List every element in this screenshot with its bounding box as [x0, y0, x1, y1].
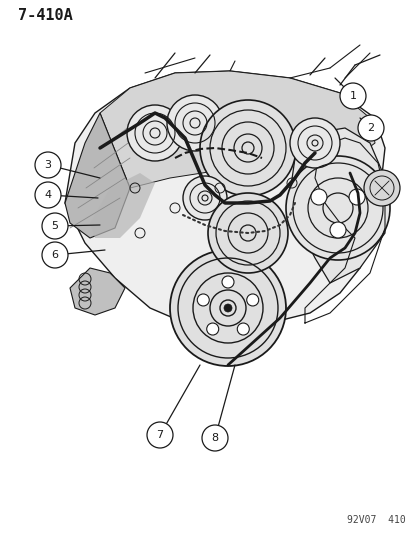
Circle shape [166, 95, 223, 151]
Circle shape [285, 156, 389, 260]
Circle shape [329, 222, 345, 238]
Circle shape [127, 105, 183, 161]
Text: 3: 3 [44, 160, 51, 170]
Polygon shape [90, 173, 154, 238]
Circle shape [363, 170, 399, 206]
Text: 4: 4 [44, 190, 52, 200]
Circle shape [357, 115, 383, 141]
Circle shape [170, 250, 285, 366]
Polygon shape [65, 71, 384, 328]
Circle shape [223, 304, 231, 312]
Circle shape [221, 276, 233, 288]
Polygon shape [65, 113, 130, 238]
Circle shape [289, 118, 339, 168]
Circle shape [339, 83, 365, 109]
Polygon shape [214, 215, 274, 261]
Circle shape [147, 422, 173, 448]
Polygon shape [70, 268, 125, 315]
Circle shape [42, 242, 68, 268]
Text: 1: 1 [349, 91, 356, 101]
Circle shape [207, 193, 287, 273]
Circle shape [310, 189, 326, 205]
Circle shape [202, 425, 228, 451]
Circle shape [35, 152, 61, 178]
Circle shape [348, 189, 364, 205]
Text: 2: 2 [367, 123, 374, 133]
Circle shape [35, 182, 61, 208]
Text: 6: 6 [51, 250, 58, 260]
Polygon shape [289, 128, 384, 283]
Text: 5: 5 [51, 221, 58, 231]
Circle shape [199, 100, 295, 196]
Text: 8: 8 [211, 433, 218, 443]
Text: 7: 7 [156, 430, 163, 440]
Text: 92V07  410: 92V07 410 [347, 515, 405, 525]
Text: 7-410A: 7-410A [18, 8, 73, 23]
Circle shape [197, 294, 209, 306]
Circle shape [183, 176, 226, 220]
Circle shape [42, 213, 68, 239]
Circle shape [237, 323, 249, 335]
Polygon shape [100, 71, 374, 188]
Circle shape [246, 294, 258, 306]
Circle shape [206, 323, 218, 335]
